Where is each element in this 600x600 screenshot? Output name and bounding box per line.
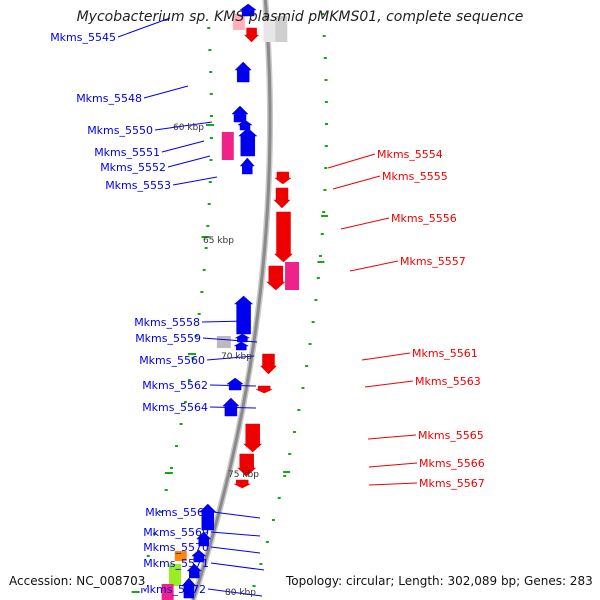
gene-label-left: Mkms_5564 [142, 401, 208, 414]
gene-box-orange [174, 551, 187, 561]
gene-label-left: Mkms_5551 [94, 146, 160, 159]
gene-arrow-plus [273, 211, 294, 263]
leader-line [117, 17, 171, 38]
gene-box-pink [232, 14, 245, 30]
leader-line [143, 85, 189, 99]
leader-line [212, 511, 261, 519]
leader-line [210, 546, 261, 554]
accession-text: Accession: NC_008703 [7, 574, 148, 588]
gene-label-right: Mkms_5561 [412, 347, 478, 360]
leader-line [206, 355, 255, 361]
gene-label-left: Mkms_5562 [142, 379, 208, 392]
gene-box-pink [161, 584, 174, 600]
gene-arrow-minus [233, 295, 254, 335]
kbp-label: 80 kbp [225, 588, 256, 598]
leader-line [167, 155, 211, 168]
leader-line [207, 588, 263, 597]
gene-label-left: Mkms_5552 [100, 161, 166, 174]
gene-arrow-minus [238, 127, 258, 157]
label-leaders [117, 17, 418, 597]
leader-line [210, 531, 261, 537]
gene-features [161, 3, 300, 600]
gene-arrow-minus [181, 577, 197, 599]
backbone-inner [191, 0, 272, 600]
gene-label-left: Mkms_5558 [134, 316, 200, 329]
backbone-arc [190, 0, 273, 600]
leader-line [210, 562, 265, 571]
gene-label-right: Mkms_5556 [391, 212, 457, 225]
leader-line [154, 121, 213, 131]
gene-arrow-plus [256, 385, 273, 394]
leader-line [368, 482, 418, 486]
gene-arrow-minus [226, 377, 244, 391]
gene-label-left: Mkms_5569 [143, 526, 209, 539]
gene-box-gray [216, 336, 231, 348]
gene-arrow-minus [233, 341, 250, 351]
kbp-label: 65 kbp [203, 236, 234, 246]
leader-line [172, 176, 218, 186]
leader-line [349, 260, 399, 272]
gene-arrow-minus [237, 119, 253, 131]
gene-arrow-plus [243, 27, 260, 43]
gene-arrow-minus [196, 531, 212, 547]
gene-arrow-minus [234, 333, 251, 343]
leader-line [201, 320, 248, 323]
gene-label-left: Mkms_5553 [105, 179, 171, 192]
kbp-label: 75 kbp [228, 470, 259, 480]
leader-line [332, 175, 381, 190]
gene-label-right: Mkms_5563 [415, 375, 481, 388]
gene-label-left: Mkms_5545 [50, 31, 116, 44]
gene-arrow-minus [231, 105, 249, 123]
gene-arrow-plus [234, 479, 251, 489]
leader-line [340, 217, 390, 230]
gene-label-right: Mkms_5566 [419, 457, 485, 470]
gene-arrow-minus [239, 157, 255, 175]
gene-box-gray [263, 20, 276, 42]
gene-label-right: Mkms_5555 [382, 170, 448, 183]
leader-line [209, 406, 257, 409]
gene-arrow-minus [239, 3, 257, 17]
gene-arrow-minus [186, 563, 202, 579]
gene-label-right: Mkms_5557 [400, 255, 466, 268]
kbp-label: 70 kbp [221, 352, 252, 362]
gene-label-right: Mkms_5567 [419, 477, 485, 490]
gene-box-pink [285, 262, 300, 290]
gene-label-left: Mkms_5560 [139, 354, 205, 367]
map-title: Mycobacterium sp. KMS plasmid pMKMS01, c… [76, 9, 524, 25]
gene-label-left: Mkms_5559 [135, 332, 201, 345]
gene-labels: Mkms_5545 Mkms_5548 Mkms_5550 Mkms_5551 Mkms… [50, 31, 485, 596]
leader-line [364, 380, 414, 388]
gene-arrow-minus [191, 549, 207, 563]
gene-arrow-plus [259, 353, 278, 375]
kbp-label: 60 kbp [173, 123, 204, 133]
gene-label-left: Mkms_5568 [145, 506, 211, 519]
gene-arrow-minus [234, 61, 252, 83]
topology-text: Topology: circular; Length: 302,089 bp; … [284, 574, 595, 588]
tick-marks [131, 13, 328, 593]
gene-label-left: Mkms_5548 [76, 92, 142, 105]
gene-label-left: Mkms_5550 [87, 124, 153, 137]
leader-line [361, 352, 411, 361]
gene-box-lime [169, 564, 182, 586]
leader-line [209, 384, 257, 387]
leader-line [368, 462, 418, 468]
kbp-labels: 60 kbp 65 kbp 70 kbp 75 kbp 80 kbp [173, 123, 259, 598]
gene-arrow-plus [273, 187, 291, 209]
gene-label-left: Mkms_5570 [143, 541, 209, 554]
leader-line [161, 140, 205, 153]
gene-arrow-plus [237, 453, 257, 477]
gene-arrow-plus [274, 171, 292, 185]
leader-line [367, 434, 417, 440]
gene-label-left: Mkms_5572 [140, 583, 206, 596]
leader-line [202, 337, 258, 343]
gene-label-left: Mkms_5571 [143, 557, 209, 570]
leader-line [327, 153, 376, 169]
gene-arrow-plus [243, 423, 263, 453]
gene-arrow-plus [266, 265, 286, 291]
gene-label-right: Mkms_5554 [377, 148, 443, 161]
gene-box-pink [221, 132, 234, 160]
gene-box-gray [275, 16, 288, 42]
gene-label-right: Mkms_5565 [418, 429, 484, 442]
